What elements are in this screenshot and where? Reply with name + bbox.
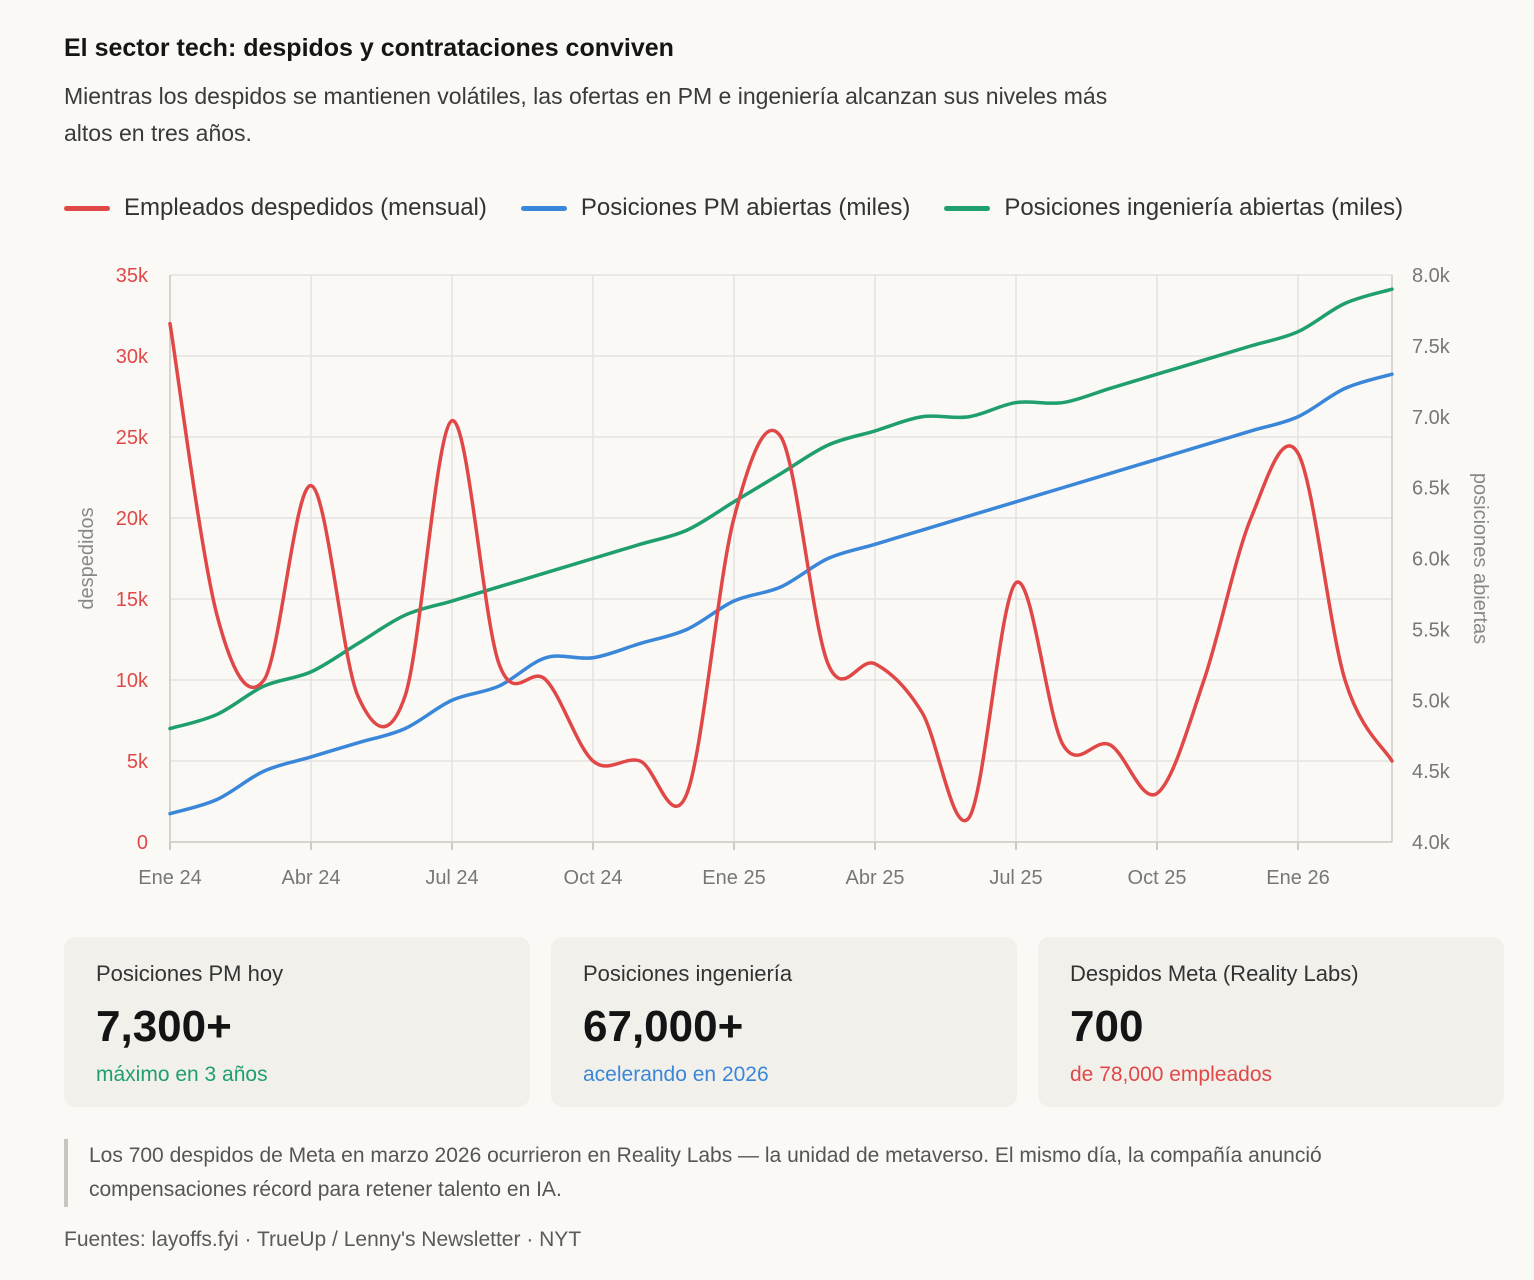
y-right-tick-label: 7.0k [1412,407,1451,429]
legend-swatch-despidos [64,205,110,211]
stat-card-meta-value: 700 [1070,1002,1144,1051]
legend-item-despidos[interactable]: Empleados despedidos (mensual) [64,194,487,222]
stat-card-meta-label: Despidos Meta (Reality Labs) [1070,961,1359,986]
x-tick-label: Ene 24 [138,867,201,889]
x-tick-label: Ene 26 [1266,867,1329,889]
stat-card-pm-label: Posiciones PM hoy [96,961,284,986]
y-left-tick-label: 0 [137,832,148,854]
x-tick-label: Jul 24 [425,867,478,889]
stat-card-meta-note: de 78,000 empleados [1070,1063,1272,1086]
y-right-tick-label: 4.5k [1412,761,1451,783]
stat-card-pm-note: máximo en 3 años [96,1063,268,1086]
stat-card-meta: Despidos Meta (Reality Labs) 700 de 78,0… [1038,937,1504,1107]
legend-label-ingenieria: Posiciones ingeniería abiertas (miles) [1004,194,1404,221]
y-left-tick-label: 25k [116,427,149,449]
y-right-tick-label: 6.0k [1412,549,1451,571]
legend-item-ingenieria[interactable]: Posiciones ingeniería abiertas (miles) [944,194,1403,222]
series-line-despidos [168,321,1394,823]
stat-card-pm: Posiciones PM hoy 7,300+ máximo en 3 año… [64,937,530,1107]
legend-swatch-pm [520,205,567,211]
x-tick-label: Abr 24 [282,867,341,889]
y-right-tick-label: 5.5k [1412,619,1451,641]
line-chart: 0 5k 10k 15k 20k 25k 30k 35k 4.0k 4.5k 5.0k 5.5k 6.0… [76,265,1491,889]
y-left-tick-label: 30k [116,346,149,368]
y-left-tick-label: 10k [116,670,149,692]
y-right-tick-label: 7.5k [1412,336,1451,358]
footnote: Los 700 despidos de Meta en marzo 2026 o… [64,1139,1469,1207]
stat-card-ingenieria: Posiciones ingeniería 67,000+ acelerando… [551,937,1017,1107]
legend: Empleados despedidos (mensual) Posicione… [64,194,1437,222]
y-right-axis-title: posiciones abiertas [1469,473,1491,644]
series-line-ingenieria [168,287,1394,731]
stat-card-ingenieria-note: acelerando en 2026 [583,1063,769,1086]
chart-subtitle: Mientras los despidos se mantienen volát… [64,83,1108,146]
x-tick-label: Oct 24 [564,867,623,889]
y-right-tick-label: 8.0k [1412,265,1451,287]
legend-swatch-ingenieria [944,205,991,211]
legend-item-pm[interactable]: Posiciones PM abiertas (miles) [520,194,911,222]
y-left-tick-label: 20k [116,508,149,530]
y-right-tick-label: 4.0k [1412,832,1451,854]
y-left-axis-title: despedidos [76,507,98,609]
legend-label-despidos: Empleados despedidos (mensual) [124,194,487,221]
x-tick-label: Jul 25 [989,867,1042,889]
stat-card-pm-value: 7,300+ [96,1002,232,1051]
series-line-pm [168,372,1394,816]
x-tick-label: Ene 25 [702,867,765,889]
y-right-tick-label: 5.0k [1412,690,1451,712]
sources: Fuentes: layoffs.fyi · TrueUp / Lenny's … [64,1228,582,1251]
y-right-tick-label: 6.5k [1412,478,1451,500]
y-left-tick-label: 5k [127,751,149,773]
x-tick-label: Abr 25 [846,867,905,889]
y-left-tick-label: 35k [116,265,149,287]
x-tick-label: Oct 25 [1128,867,1187,889]
stat-card-ingenieria-value: 67,000+ [583,1002,744,1051]
y-left-tick-label: 15k [116,589,149,611]
stat-card-ingenieria-label: Posiciones ingeniería [583,961,793,986]
legend-label-pm: Posiciones PM abiertas (miles) [580,194,911,221]
chart-title: El sector tech: despidos y contratacione… [64,34,674,62]
